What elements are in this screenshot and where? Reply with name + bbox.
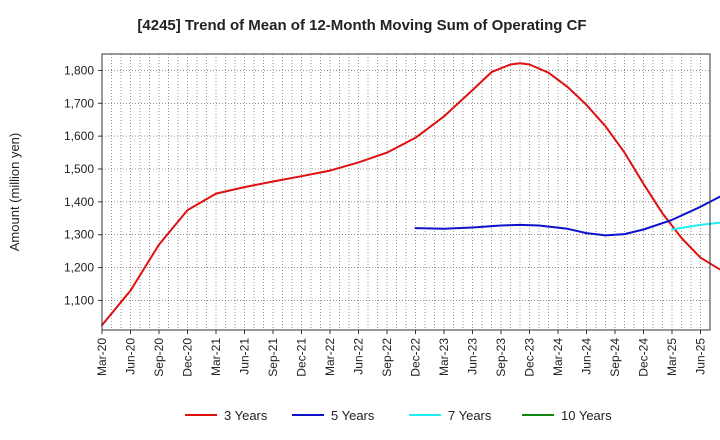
legend-label-7-years: 7 Years: [448, 408, 492, 423]
y-tick-label: 1,100: [64, 293, 94, 307]
x-tick-label: Jun-20: [124, 338, 138, 375]
legend-label-10-years: 10 Years: [561, 408, 612, 423]
x-tick-label: Jun-24: [580, 338, 594, 375]
x-tick-label: Dec-20: [181, 338, 195, 377]
y-tick-label: 1,800: [64, 63, 94, 77]
legend: 3 Years 5 Years 7 Years 10 Years: [185, 408, 612, 423]
y-axis-ticks: 1,100 1,200 1,300 1,400 1,500 1,600 1,700 1,800: [64, 63, 102, 307]
x-tick-label: Jun-23: [466, 338, 480, 375]
y-tick-label: 1,300: [64, 228, 94, 242]
x-tick-label: Jun-22: [352, 338, 366, 375]
chart-title: [4245] Trend of Mean of 12-Month Moving …: [137, 17, 586, 34]
series-line-5-years: [414, 195, 720, 237]
x-tick-label: Dec-24: [637, 338, 651, 377]
x-tick-label: Mar-23: [437, 338, 451, 376]
x-tick-label: Mar-21: [209, 338, 223, 376]
series-line-3-years: [101, 62, 720, 327]
y-tick-label: 1,200: [64, 261, 94, 275]
x-axis-ticks: Mar-20 Jun-20 Sep-20 Dec-20 Mar-21 Jun-21 Sep-…: [95, 330, 708, 377]
x-tick-label: Sep-21: [266, 338, 280, 377]
x-tick-label: Mar-25: [665, 338, 679, 376]
legend-label-5-years: 5 Years: [331, 408, 375, 423]
x-tick-label: Jun-25: [694, 338, 708, 375]
y-tick-label: 1,400: [64, 195, 94, 209]
x-tick-label: Dec-23: [523, 338, 537, 377]
y-tick-label: 1,600: [64, 129, 94, 143]
x-tick-label: Jun-21: [238, 338, 252, 375]
series-lines: [101, 62, 720, 327]
y-tick-label: 1,500: [64, 162, 94, 176]
x-tick-label: Mar-24: [551, 338, 565, 376]
x-tick-label: Sep-23: [494, 338, 508, 377]
x-tick-label: Dec-22: [409, 338, 423, 377]
x-tick-label: Mar-22: [323, 338, 337, 376]
plot-area-frame: [101, 53, 711, 331]
x-tick-label: Sep-24: [608, 338, 622, 377]
x-tick-label: Mar-20: [95, 338, 109, 376]
x-tick-label: Sep-20: [152, 338, 166, 377]
legend-label-3-years: 3 Years: [224, 408, 268, 423]
y-tick-label: 1,700: [64, 96, 94, 110]
grid-lines: [102, 54, 710, 330]
y-axis-label: Amount (million yen): [7, 133, 22, 252]
x-tick-label: Dec-21: [295, 338, 309, 377]
x-tick-label: Sep-22: [380, 338, 394, 377]
